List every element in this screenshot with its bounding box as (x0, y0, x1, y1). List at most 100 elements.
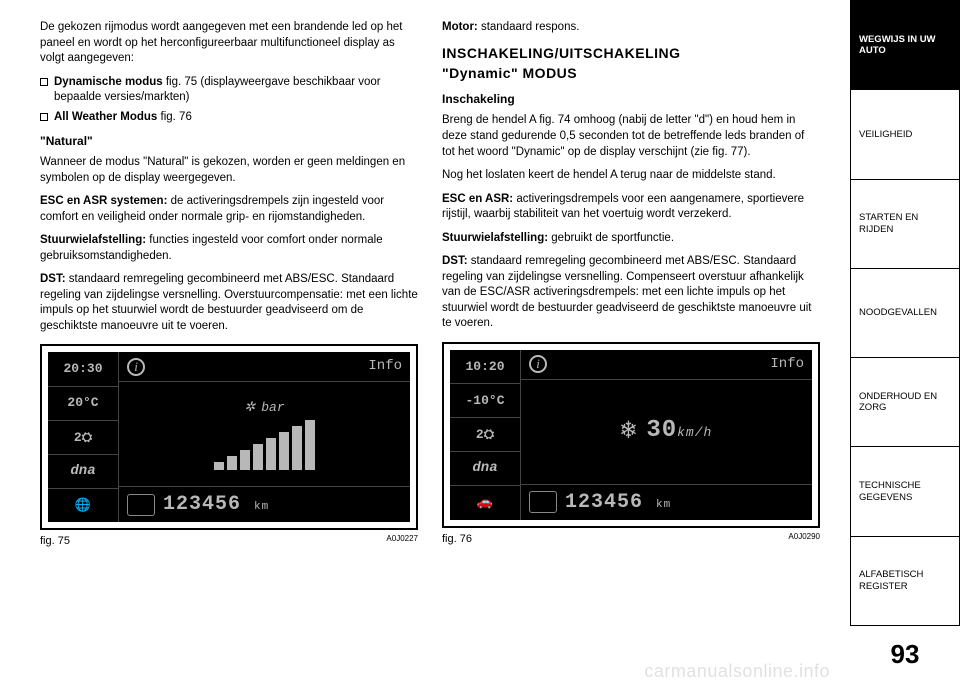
odo-value: 123456 (565, 491, 643, 514)
odo-unit: km (254, 501, 269, 513)
heading-inschakeling-b: "Dynamic" MODUS (442, 64, 820, 83)
bullet-text: All Weather Modus fig. 76 (54, 110, 418, 126)
speed-value-wrap: 30km/h (646, 415, 712, 447)
dst-para-r: DST: standaard remregeling gecombineerd … (442, 254, 820, 332)
bar-unit: bar (261, 399, 284, 417)
bar (279, 432, 289, 470)
stuur-label: Stuurwielafstelling: (40, 234, 146, 246)
headlight-icon: ⛭ (484, 426, 494, 444)
odometer-row: 123456 km (119, 486, 410, 522)
speed-area: ❄ 30km/h (521, 380, 812, 484)
turbo-icon: ✲ (244, 399, 255, 417)
left-column: De gekozen rijmodus wordt aangegeven met… (40, 20, 418, 666)
stuur-label-r: Stuurwielafstelling: (442, 232, 548, 244)
section-sidebar: WEGWIJS IN UW AUTOVEILIGHEIDSTARTEN EN R… (850, 0, 960, 686)
sidebar-item[interactable]: STARTEN EN RIJDEN (850, 180, 960, 269)
dst-rest-r: standaard remregeling gecombineerd met A… (442, 255, 811, 329)
odo-value: 123456 (163, 493, 241, 516)
bar (266, 438, 276, 470)
page-number-cell: 93 (850, 626, 960, 686)
lcd-screen: 10:20 -10°C 2⛭ dna 🚗 i Info ❄ (450, 350, 812, 520)
info-label: Info (770, 355, 804, 374)
screen-right-col: i Info ❄ 30km/h 123456 km (520, 350, 812, 520)
natural-para: Wanneer de modus "Natural" is gekozen, w… (40, 155, 418, 186)
bullet-dynamic: Dynamische modus fig. 75 (displayweergav… (40, 75, 418, 106)
lcd-screen: 20:30 20°C 2⛭ dna 🌐 i Info ✲ (48, 352, 410, 522)
car-snow-icon: 🚗 (477, 494, 493, 512)
speed-value: 30 (646, 417, 677, 444)
globe-icon: 🌐 (75, 497, 91, 515)
odometer: 123456 km (565, 489, 671, 516)
speed-unit: km/h (677, 425, 712, 440)
car-icon (127, 494, 155, 516)
motor-label: Motor: (442, 21, 478, 33)
display-frame: 20:30 20°C 2⛭ dna 🌐 i Info ✲ (40, 344, 418, 530)
temp-cell: -10°C (450, 384, 520, 418)
figure-76: 10:20 -10°C 2⛭ dna 🚗 i Info ❄ (442, 342, 820, 547)
gear-val: 2 (74, 429, 82, 447)
fig-caption-row: fig. 75 A0J0227 (40, 534, 418, 549)
fig-caption: fig. 75 (40, 534, 70, 549)
bullet-text: Dynamische modus fig. 75 (displayweergav… (54, 75, 418, 106)
bar (214, 462, 224, 470)
sidebar-item[interactable]: NOODGEVALLEN (850, 269, 960, 358)
bullet-rest: fig. 76 (157, 111, 192, 123)
bar (292, 426, 302, 470)
dst-label-r: DST: (442, 255, 468, 267)
watermark: carmanualsonline.info (644, 661, 830, 682)
motor-para: Motor: standaard respons. (442, 20, 820, 36)
esc-label-r: ESC en ASR: (442, 193, 513, 205)
speed-row: ❄ 30km/h (621, 414, 713, 449)
snowflake-icon: ❄ (621, 414, 637, 449)
info-icon: i (529, 355, 547, 373)
bar (240, 450, 250, 470)
bullet-allweather: All Weather Modus fig. 76 (40, 110, 418, 126)
gear-cell: 2⛭ (48, 421, 118, 455)
sidebar-item[interactable]: WEGWIJS IN UW AUTO (850, 0, 960, 90)
stuur-para-r: Stuurwielafstelling: gebruikt de sportfu… (442, 231, 820, 247)
gear-cell: 2⛭ (450, 418, 520, 452)
dna-cell: dna (450, 452, 520, 486)
sidebar-item[interactable]: VEILIGHEID (850, 90, 960, 179)
info-label: Info (368, 357, 402, 376)
fig-caption: fig. 76 (442, 532, 472, 547)
sidebar-item[interactable]: TECHNISCHE GEGEVENS (850, 447, 960, 536)
insch-p1: Breng de hendel A fig. 74 omhoog (nabij … (442, 113, 820, 160)
heading-inschakeling-a: INSCHAKELING/UITSCHAKELING (442, 44, 820, 63)
bullet-marker (40, 113, 48, 121)
bar (227, 456, 237, 470)
info-icon: i (127, 358, 145, 376)
bullet-bold: Dynamische modus (54, 76, 163, 88)
sidebar-item[interactable]: ALFABETISCH REGISTER (850, 537, 960, 626)
sidebar-item[interactable]: ONDERHOUD EN ZORG (850, 358, 960, 447)
pressure-bars (214, 420, 315, 470)
headlight-icon: ⛭ (82, 429, 92, 447)
figure-75: 20:30 20°C 2⛭ dna 🌐 i Info ✲ (40, 344, 418, 549)
esc-label: ESC en ASR systemen: (40, 195, 167, 207)
screen-left-col: 10:20 -10°C 2⛭ dna 🚗 (450, 350, 520, 520)
odo-unit: km (656, 499, 671, 511)
bullet-bold: All Weather Modus (54, 111, 157, 123)
bar (305, 420, 315, 470)
esc-para: ESC en ASR systemen: de activeringsdremp… (40, 194, 418, 225)
dst-label: DST: (40, 273, 66, 285)
esc-para-r: ESC en ASR: activeringsdrempels voor een… (442, 192, 820, 223)
heading-natural: "Natural" (40, 133, 418, 149)
subheading-inschakeling: Inschakeling (442, 91, 820, 107)
insch-p2: Nog het loslaten keert de hendel A terug… (442, 168, 820, 184)
right-column: Motor: standaard respons. INSCHAKELING/U… (442, 20, 820, 666)
screen-left-col: 20:30 20°C 2⛭ dna 🌐 (48, 352, 118, 522)
fig-code: A0J0290 (788, 532, 820, 547)
main-content: De gekozen rijmodus wordt aangegeven met… (40, 20, 820, 666)
motor-rest: standaard respons. (478, 21, 580, 33)
stuur-para: Stuurwielafstelling: functies ingesteld … (40, 233, 418, 264)
fig-code: A0J0227 (386, 534, 418, 549)
info-row: i Info (119, 352, 410, 382)
display-frame: 10:20 -10°C 2⛭ dna 🚗 i Info ❄ (442, 342, 820, 528)
bar-chart-area: ✲ bar (119, 382, 410, 486)
odometer: 123456 km (163, 491, 269, 518)
intro-text: De gekozen rijmodus wordt aangegeven met… (40, 20, 418, 67)
time-cell: 10:20 (450, 350, 520, 384)
dna-cell: dna (48, 455, 118, 489)
dst-para: DST: standaard remregeling gecombineerd … (40, 272, 418, 334)
